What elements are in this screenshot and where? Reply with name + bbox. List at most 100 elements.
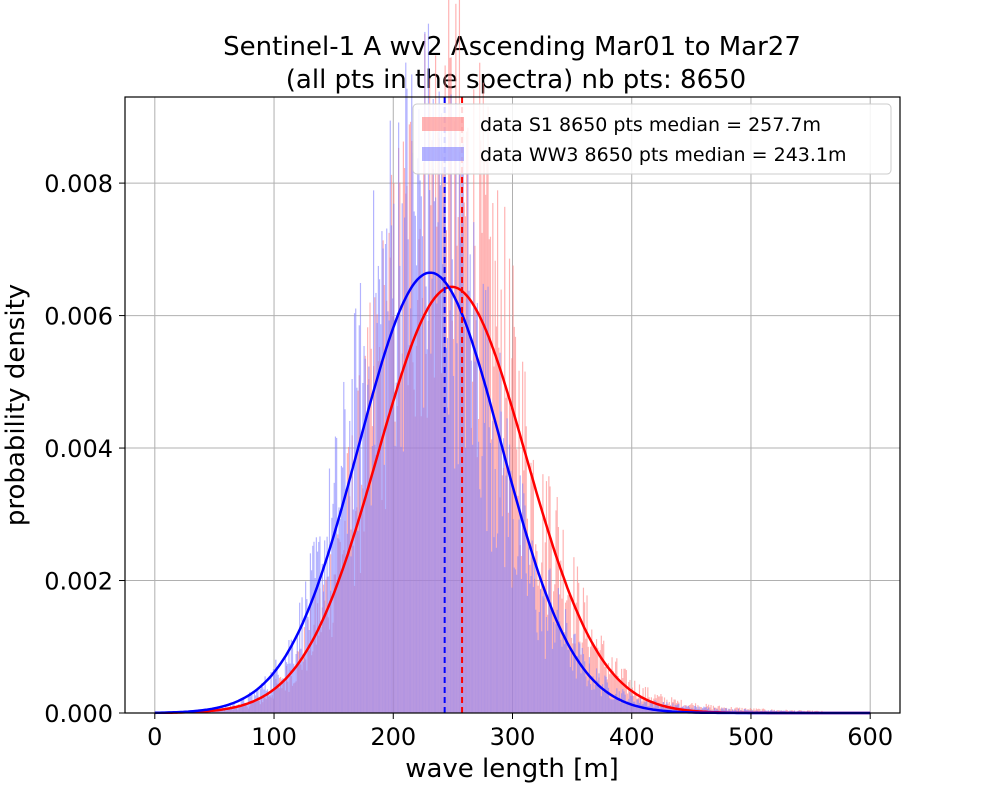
histogram-bar [495, 326, 497, 713]
histogram-bar [586, 686, 588, 713]
histogram-bar [330, 590, 332, 713]
histogram-bar [717, 706, 719, 713]
histogram-bar [375, 292, 377, 713]
histogram-bar [594, 647, 596, 713]
histogram-bar [328, 468, 331, 713]
histogram-bar [777, 710, 779, 713]
histogram-bar [491, 551, 493, 713]
histogram-bar [271, 690, 273, 713]
histogram-bar [653, 698, 655, 713]
histogram-bar [523, 493, 525, 713]
y-tick-label: 0.002 [44, 568, 113, 596]
histogram-bar [616, 688, 618, 713]
histogram-bar [520, 578, 523, 713]
histogram-bar [554, 642, 556, 713]
histogram-bar [650, 702, 652, 713]
histogram-bar [440, 113, 443, 714]
histogram-bar [263, 689, 265, 713]
histogram-bar [533, 561, 536, 713]
histogram-bar [314, 578, 316, 713]
histogram-bar [299, 602, 301, 713]
histogram-bar [698, 706, 700, 713]
histogram-bar [436, 303, 438, 713]
y-tick-label: 0.006 [44, 303, 113, 331]
histogram-bar [590, 684, 592, 713]
histogram-bar [512, 519, 514, 713]
histogram-bar [231, 708, 233, 713]
histogram-bar [414, 215, 416, 714]
histogram-bar [581, 647, 583, 713]
legend-box [412, 103, 892, 175]
histogram-bar [569, 596, 571, 713]
histogram-bar [336, 437, 338, 713]
histogram-bar [610, 669, 612, 713]
histogram-bar [404, 217, 406, 714]
histogram-bar [282, 678, 284, 713]
histogram-bar [612, 671, 614, 713]
histogram-bar [265, 690, 267, 713]
histogram-bar [572, 670, 574, 713]
histogram-bar [582, 587, 585, 713]
histogram-bar [234, 707, 236, 713]
histogram-bar [780, 710, 782, 713]
histogram-bar [449, 310, 451, 713]
histogram-bar [679, 708, 681, 713]
histogram-bar [660, 704, 662, 713]
x-tick-label: 300 [490, 723, 536, 751]
histogram-bar [362, 382, 364, 713]
histogram-bar [668, 706, 670, 713]
histogram-bar [513, 567, 515, 713]
histogram-bar [504, 567, 506, 713]
histogram-bar [413, 211, 415, 713]
histogram-bar [426, 349, 428, 713]
histogram-bar [550, 602, 552, 713]
histogram-bar [389, 120, 391, 713]
histogram-bar [536, 551, 538, 713]
histogram-bar [418, 109, 420, 713]
histogram-bar [223, 708, 226, 713]
y-tick-label: 0.008 [44, 170, 113, 198]
histogram-bar [524, 505, 526, 713]
histogram-bar [710, 705, 712, 713]
histogram-bar [731, 709, 734, 713]
histogram-bar [599, 686, 601, 713]
histogram-bar [321, 563, 323, 713]
histogram-bar [560, 560, 562, 713]
histogram-bar [253, 692, 255, 713]
histogram-bar [510, 470, 512, 713]
histogram-bar [359, 282, 362, 713]
histogram-bar [237, 707, 239, 713]
histogram-bar [621, 693, 623, 713]
histogram-bar [545, 616, 548, 713]
histogram-bar [468, 290, 470, 713]
histogram-bar [607, 687, 610, 713]
histogram-bar [480, 497, 482, 713]
histogram-bar [463, 326, 465, 713]
histogram-bar [773, 710, 775, 713]
histogram-bar [339, 518, 341, 713]
histogram-bar [570, 653, 573, 713]
histogram-bar [258, 700, 260, 713]
histogram-bar [364, 358, 366, 713]
histogram-bar [395, 382, 397, 713]
histogram-bar [585, 638, 587, 713]
histogram-bar [500, 411, 502, 713]
x-axis-ticks: 0 100 200 300 400 500 600 [147, 713, 893, 751]
histogram-bar [464, 447, 466, 713]
x-tick-label: 600 [847, 723, 893, 751]
histogram-bar [657, 703, 660, 713]
histogram-bar [740, 710, 742, 713]
histogram-bar [497, 190, 499, 713]
histogram-bar [526, 595, 528, 713]
histogram-bar [786, 710, 788, 713]
histogram-bar [412, 152, 414, 714]
histogram-bar [332, 503, 334, 713]
histogram-bar [600, 696, 602, 713]
histogram-bar [542, 474, 544, 713]
histogram-bar [544, 658, 546, 713]
histogram-bar [531, 540, 533, 713]
histogram-bar [646, 700, 648, 713]
histogram-bar [307, 616, 309, 713]
histogram-bar [331, 517, 333, 713]
histogram-bar [475, 309, 477, 713]
